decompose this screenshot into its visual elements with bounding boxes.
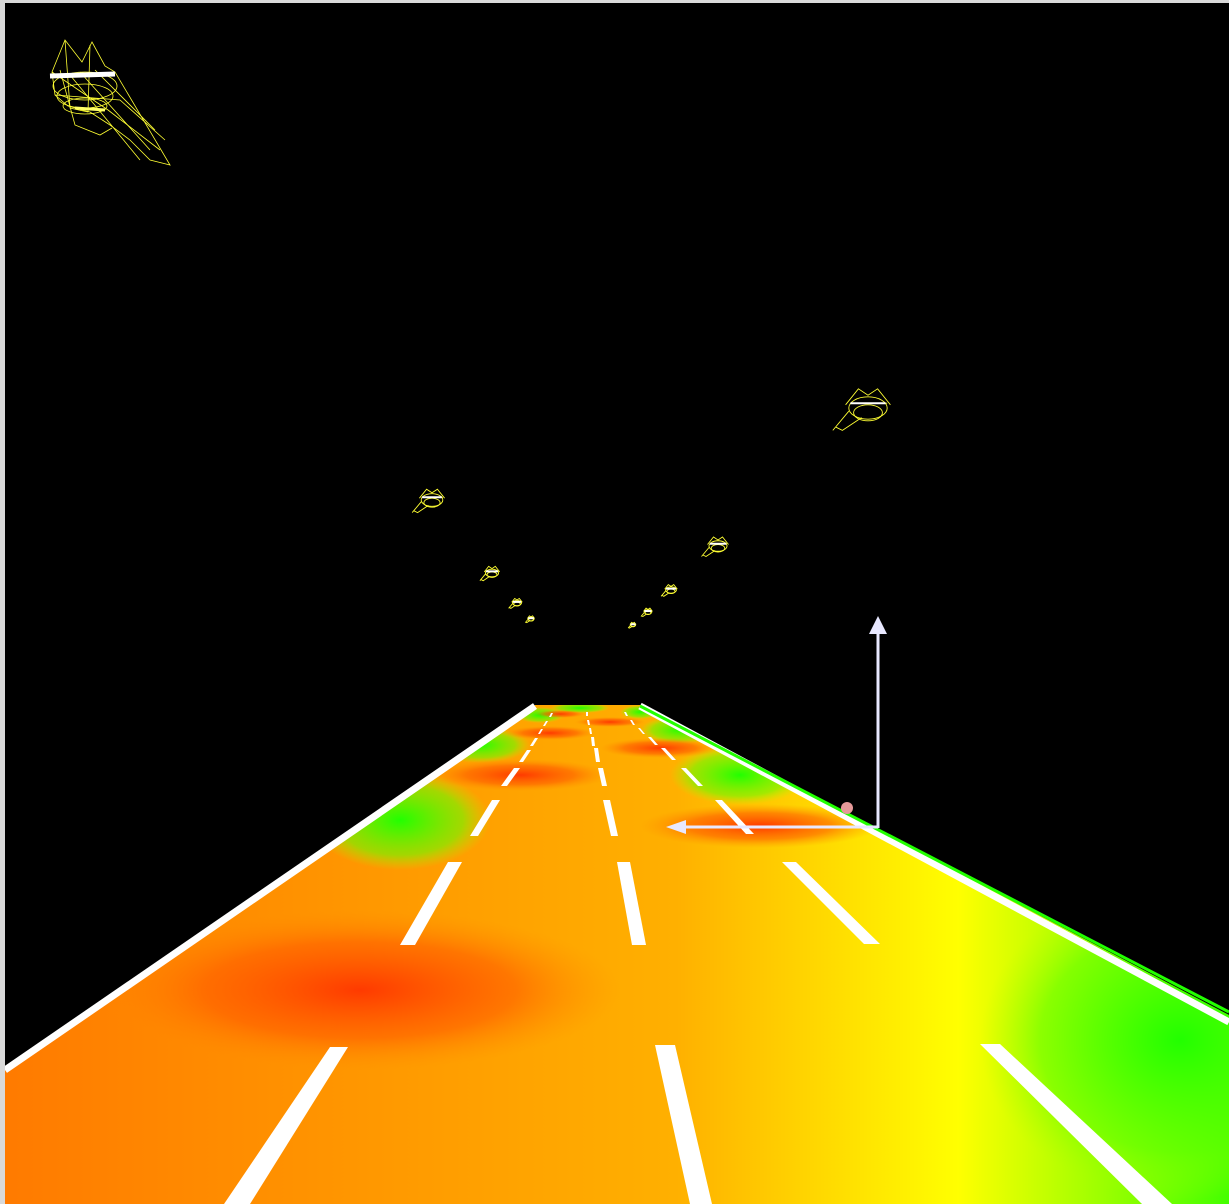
streetlight-wireframe-icon <box>479 565 501 582</box>
lane-dash <box>543 721 548 726</box>
lane-dash <box>638 728 645 734</box>
lane-dash <box>603 800 618 836</box>
right-road-edge-green <box>639 704 1229 1014</box>
streetlight-wireframe-icon <box>832 388 891 431</box>
streetlight-wireframe-icon <box>627 621 637 629</box>
lane-dash <box>530 738 538 746</box>
lane-dash <box>630 720 635 725</box>
coordinate-axis-icon <box>666 616 887 834</box>
streetlight-wireframe-icon <box>660 583 678 597</box>
streetlights <box>411 388 891 629</box>
lane-dash <box>587 720 590 725</box>
lane-dash <box>586 712 588 716</box>
lane-dash <box>594 748 600 762</box>
lane-dash <box>400 862 462 945</box>
streetlight-wireframe-icon <box>411 488 445 514</box>
lane-dash <box>980 1044 1172 1204</box>
lane-dash <box>519 750 531 762</box>
lane-dash <box>681 768 703 786</box>
lane-dash <box>224 1047 348 1204</box>
streetlight-wireframe-icon <box>701 536 729 558</box>
streetlight-wireframe-icon <box>524 615 535 624</box>
lane-dash <box>648 737 658 745</box>
lane-dash <box>589 728 592 734</box>
lane-dash <box>538 729 543 734</box>
streetlight-wireframe-icon <box>49 39 171 166</box>
lane-dash <box>782 862 880 944</box>
lane-dash <box>549 713 553 717</box>
lane-dash <box>661 748 676 760</box>
lane-dash <box>598 768 607 786</box>
lane-dash <box>501 768 520 786</box>
lane-dash <box>655 1045 712 1204</box>
lane-dash <box>591 737 595 746</box>
left-road-edge-line <box>3 703 537 1073</box>
streetlight-wireframe-icon <box>508 597 523 609</box>
lane-markings <box>224 712 1172 1204</box>
lane-dash <box>470 800 500 836</box>
lane-dash <box>624 712 628 716</box>
lane-dash <box>617 862 646 945</box>
streetlight-wireframe-icon <box>640 607 653 617</box>
